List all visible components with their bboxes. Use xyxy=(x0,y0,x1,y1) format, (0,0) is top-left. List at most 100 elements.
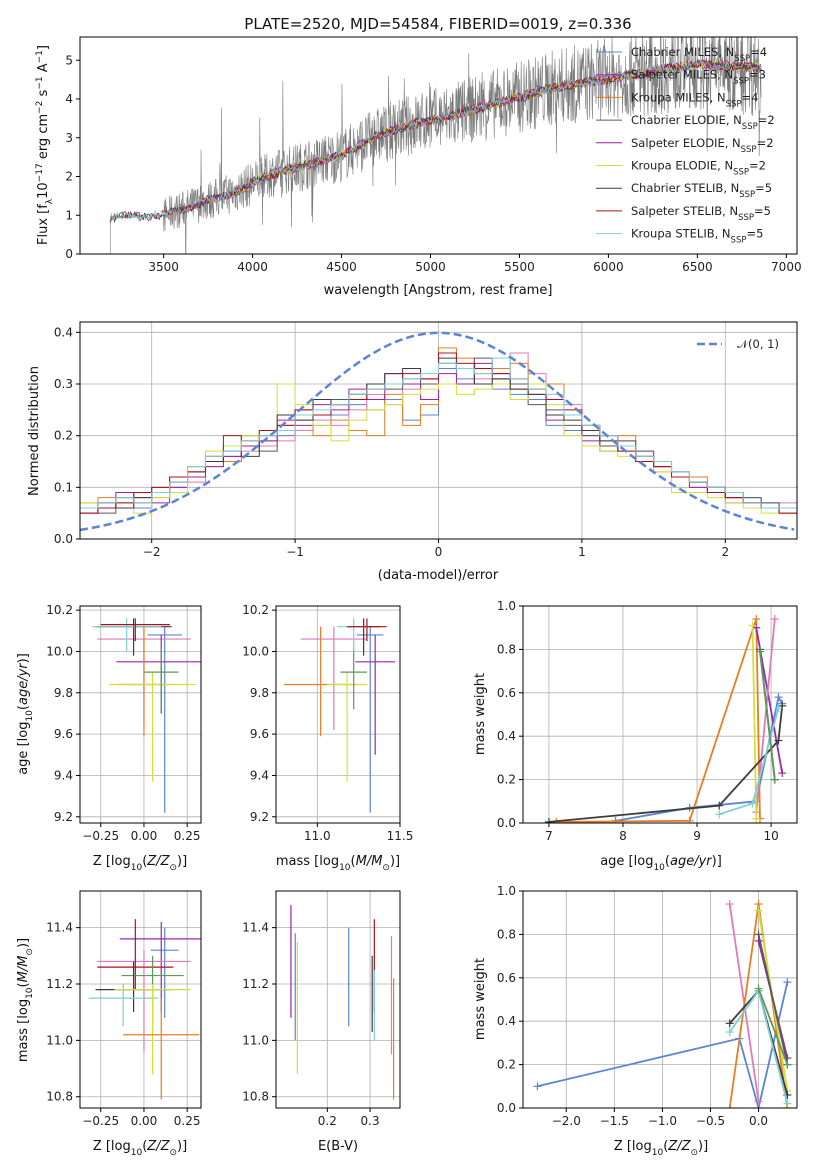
x-tick-label: −0.25 xyxy=(82,1114,119,1128)
y-tick-label: 1 xyxy=(65,208,73,222)
legend-part: SSP xyxy=(733,168,749,178)
x-tick-label: 0.00 xyxy=(131,829,158,843)
legend-part: SSP xyxy=(731,236,747,246)
x-tick-label: 0.25 xyxy=(174,829,201,843)
label-part: Flux [f xyxy=(36,204,51,245)
axis-label-text: mass [log10(M/M⊙)] xyxy=(16,938,35,1062)
x-tick-label: 0 xyxy=(435,545,443,559)
label-part: Z/Z xyxy=(146,1139,170,1154)
y-tick-label: 9.2 xyxy=(54,810,73,824)
mass-weight-vs-metallicity: −2.0 −1.5 −1.0 −0.5 0.0 0.0 0.2 0.4 0.6 0.8 1.0 xyxy=(497,884,798,1128)
y-tick-label: 11.2 xyxy=(242,977,269,991)
y-tick-label: 9.8 xyxy=(54,686,73,700)
x-tick-label: 11.0 xyxy=(304,829,331,843)
x-tick-label: 2 xyxy=(721,545,729,559)
y-tick-label: 11.0 xyxy=(242,1033,269,1047)
legend-entry: Chabrier MILES, NSSP=4 xyxy=(631,45,767,64)
y-tick-label: 0.8 xyxy=(497,927,516,941)
y-axis-label-text: mass weight xyxy=(473,958,488,1040)
y-tick-label: 10.8 xyxy=(242,1090,269,1104)
observed-spectrum xyxy=(109,37,762,254)
legend-part: Chabrier STELIB, N xyxy=(631,181,739,195)
plot-area xyxy=(284,618,396,813)
label-part: ( xyxy=(665,854,670,869)
x-axis-label: (data-model)/error xyxy=(378,568,499,583)
x-axis-label: Z [log10(Z/Z⊙)] xyxy=(93,1139,187,1158)
x-tick-label: 3500 xyxy=(148,260,179,274)
x-tick-label: 0.0 xyxy=(749,1114,768,1128)
plot-frame xyxy=(79,36,798,255)
y-tick-label: 0.2 xyxy=(54,429,73,443)
y-axis-label: mass weight xyxy=(473,673,488,755)
chart-title: PLATE=2520, MJD=54584, FIBERID=0019, z=0… xyxy=(244,15,631,33)
label-part: 10 xyxy=(339,863,351,873)
y-tick-label: 0.3 xyxy=(54,377,73,391)
y-tick-label: 10.2 xyxy=(242,603,269,617)
model-spectrum xyxy=(109,59,762,224)
y-tick-label: 10.0 xyxy=(46,644,73,658)
x-tick-label: 0.25 xyxy=(174,1114,201,1128)
y-tick-label: 9.6 xyxy=(250,727,269,741)
legend-entry: 𝒩(0, 1) xyxy=(737,337,779,351)
x-tick-label: 5000 xyxy=(415,260,446,274)
label-part: )] xyxy=(16,938,31,948)
plot-area xyxy=(290,905,395,1100)
x-tick-label: 7 xyxy=(545,829,553,843)
label-part: ( xyxy=(351,854,356,869)
legend-entry: Chabrier ELODIE, NSSP=2 xyxy=(631,113,775,132)
label-part: −17 xyxy=(35,163,45,182)
y-tick-label: 0.8 xyxy=(497,642,516,656)
legend-part: =2 xyxy=(758,113,775,127)
y-tick-label: 11.4 xyxy=(46,921,73,935)
label-part: M/M xyxy=(16,956,31,983)
mass-vs-extinction: 0.2 0.3 10.8 11.0 11.2 11.4 xyxy=(242,890,401,1128)
y-tick-label: 9.6 xyxy=(54,727,73,741)
axis-label-text: Z [log10(Z/Z⊙)] xyxy=(93,1139,187,1158)
label-part: M/M xyxy=(356,854,383,869)
y-tick-label: 0.0 xyxy=(497,1101,516,1115)
legend-part: Kroupa STELIB, N xyxy=(631,227,731,241)
legend-part: =3 xyxy=(749,68,766,82)
label-part: ( xyxy=(663,1139,668,1154)
y-tick-label: 0.4 xyxy=(497,729,516,743)
x-tick-label: 8 xyxy=(619,829,627,843)
label-part: ( xyxy=(16,982,31,987)
label-part: 10 xyxy=(25,987,35,999)
x-tick-label: 0.00 xyxy=(131,1114,158,1128)
legend-entry: Kroupa MILES, NSSP=4 xyxy=(631,90,758,109)
plot-frame xyxy=(275,890,401,1109)
y-tick-label: 0.2 xyxy=(497,1058,516,1072)
y-tick-label: 9.8 xyxy=(250,686,269,700)
plot-frame xyxy=(79,605,202,824)
legend-part: SSP xyxy=(742,122,758,132)
x-tick-label: 0.3 xyxy=(361,1114,380,1128)
legend-part: Salpeter STELIB, N xyxy=(631,204,738,218)
legend-part: SSP xyxy=(741,145,757,155)
legend-entry: Salpeter ELODIE, NSSP=2 xyxy=(631,136,774,155)
y-tick-label: 0.2 xyxy=(497,773,516,787)
legend-part: =2 xyxy=(749,159,766,173)
label-part: )] xyxy=(698,1139,708,1154)
y-tick-label: 9.4 xyxy=(54,768,73,782)
label-part: ⊙ xyxy=(25,948,35,956)
legend-part: =5 xyxy=(754,204,771,218)
y-tick-label: 0.0 xyxy=(497,816,516,830)
legend-part: SSP xyxy=(738,213,754,223)
axis-label-text: age [log10(age/yr)] xyxy=(16,653,35,775)
label-part: s xyxy=(36,89,51,100)
label-part: age [log xyxy=(16,722,31,775)
y-tick-label: 0.1 xyxy=(54,480,73,494)
label-part: Z [log xyxy=(614,1139,652,1154)
y-tick-label: 10.8 xyxy=(46,1090,73,1104)
x-axis-label: wavelength [Angstrom, rest frame] xyxy=(324,283,553,298)
label-part: 10 xyxy=(131,863,143,873)
plot-area xyxy=(533,900,792,1108)
x-tick-label: 4000 xyxy=(237,260,268,274)
label-part: mass [log xyxy=(16,999,31,1062)
y-tick-label: 0.0 xyxy=(54,532,73,546)
x-tick-label: 0.2 xyxy=(318,1114,337,1128)
y-tick-label: 11.0 xyxy=(46,1033,73,1047)
label-part: )] xyxy=(390,854,400,869)
legend-part: Salpeter MILES, N xyxy=(631,68,733,82)
mass-weight-vs-age: 7 8 9 10 0.0 0.2 0.4 0.6 0.8 1.0 xyxy=(497,599,798,843)
